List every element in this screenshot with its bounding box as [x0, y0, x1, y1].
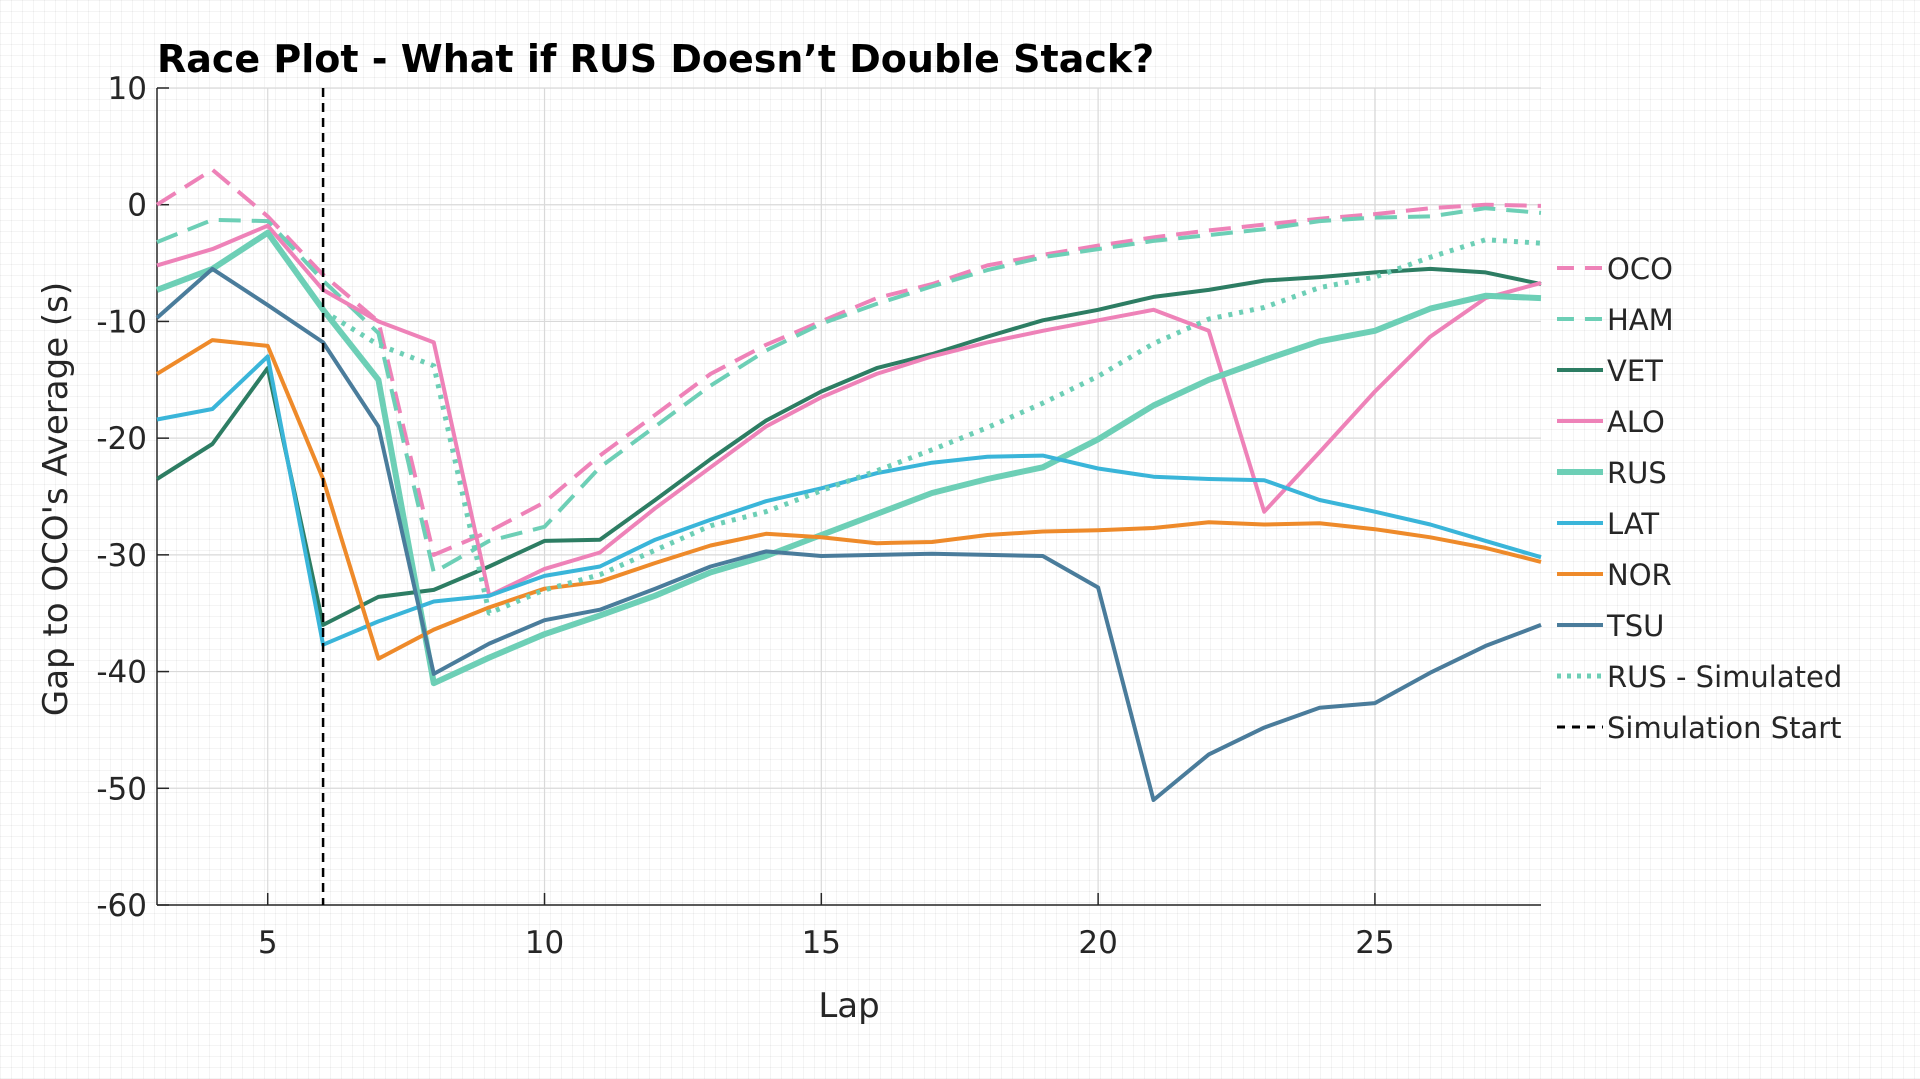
- x-tick-label: 25: [1355, 925, 1394, 961]
- y-tick-label: 0: [127, 188, 147, 224]
- legend-label: Simulation Start: [1607, 711, 1842, 745]
- legend-label: HAM: [1607, 303, 1674, 337]
- x-tick-label: 20: [1078, 925, 1117, 961]
- grid-lines: [157, 87, 1541, 906]
- x-tick-label: 10: [525, 925, 564, 961]
- x-axis-label: Lap: [818, 986, 879, 1026]
- series-line-ham: [156, 206, 1542, 575]
- y-tick-label: -10: [96, 304, 147, 340]
- y-tick-label: -60: [96, 888, 147, 924]
- x-tick-label: 15: [802, 925, 841, 961]
- series-line-oco: [155, 167, 1542, 557]
- legend-label: VET: [1607, 354, 1663, 388]
- series-line-vet: [155, 266, 1542, 627]
- legend-label: LAT: [1607, 507, 1659, 541]
- legend: OCO HAM VET ALO RUS LAT NOR TSU RUS - Simulated S…: [1557, 252, 1842, 745]
- y-tick-labels: 10 0 -10 -20 -30 -40 -50 -60: [96, 71, 147, 924]
- y-tick-label: -50: [96, 771, 147, 807]
- y-axis-label: Gap to OCO's Average (s): [36, 282, 76, 716]
- legend-label: TSU: [1606, 609, 1664, 643]
- y-tick-label: 10: [108, 71, 147, 107]
- series-line-alo: [156, 223, 1542, 598]
- series-line-rus-simulated: [321, 237, 1542, 616]
- y-tick-label: -30: [96, 538, 147, 574]
- axes: [156, 87, 1541, 906]
- x-tick-label: 5: [258, 925, 278, 961]
- y-tick-label: -20: [96, 421, 147, 457]
- series-line-lat: [156, 354, 1542, 647]
- legend-label: RUS - Simulated: [1607, 660, 1842, 694]
- legend-label: OCO: [1607, 252, 1673, 286]
- legend-label: ALO: [1607, 405, 1665, 439]
- y-tick-label: -40: [96, 655, 147, 691]
- series-line-nor: [155, 338, 1542, 661]
- series-line-tsu: [155, 266, 1542, 802]
- legend-label: RUS: [1607, 456, 1667, 490]
- x-tick-labels: 5 10 15 20 25: [258, 925, 1395, 961]
- chart-title: Race Plot - What if RUS Doesn’t Double S…: [157, 37, 1154, 81]
- legend-label: NOR: [1607, 558, 1672, 592]
- series-line-rus: [155, 229, 1542, 687]
- series-lines: [155, 88, 1542, 905]
